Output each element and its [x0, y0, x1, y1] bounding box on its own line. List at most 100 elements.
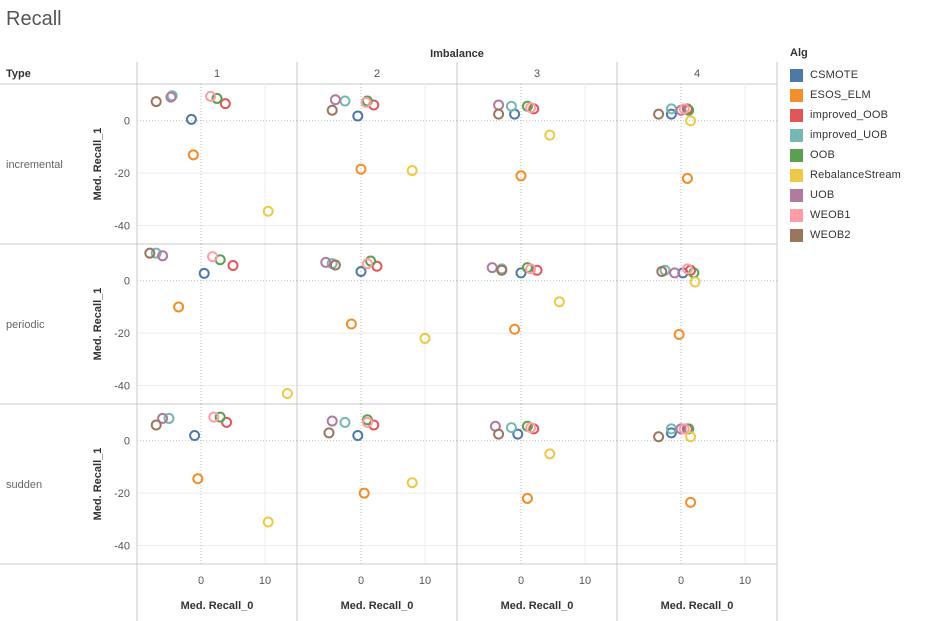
point-RebalanceStream-periodic-1	[281, 388, 293, 400]
point-WEOB2-periodic-3	[496, 264, 508, 276]
point-OOB-sudden-1	[214, 411, 226, 423]
point-improved_OOB-periodic-3	[531, 264, 543, 276]
point-UOB-incremental-2	[329, 94, 341, 106]
legend-label: improved_OOB	[810, 109, 889, 121]
x-axis-title: Med. Recall_0	[501, 600, 574, 612]
legend-swatch	[790, 108, 803, 122]
legend[interactable]: Alg CSMOTE ESOS_ELM improved_OOB improved_U…	[790, 47, 901, 245]
point-WEOB1-periodic-2	[361, 258, 373, 270]
x-tick-label: 0	[198, 575, 204, 587]
point-WEOB1-incremental-1	[205, 90, 217, 102]
legend-label: ESOS_ELM	[810, 89, 871, 101]
y-tick-label: 0	[124, 116, 130, 128]
point-UOB-sudden-4	[675, 423, 687, 435]
legend-item-WEOB1[interactable]: WEOB1	[790, 205, 901, 225]
point-WEOB2-sudden-2	[323, 427, 335, 439]
point-CSMOTE-sudden-2	[352, 429, 364, 441]
point-WEOB2-incremental-3	[493, 108, 505, 120]
y-axis-title: Med. Recall_1	[92, 128, 104, 201]
point-improved_UOB-incremental-1	[166, 90, 178, 102]
point-WEOB1-periodic-3	[525, 263, 537, 275]
legend-item-CSMOTE[interactable]: CSMOTE	[790, 65, 901, 85]
point-UOB-periodic-1	[157, 250, 169, 262]
point-OOB-incremental-1	[211, 92, 223, 104]
point-RebalanceStream-incremental-4	[685, 115, 697, 127]
legend-item-improved_OOB[interactable]: improved_OOB	[790, 105, 901, 125]
point-UOB-periodic-3	[486, 262, 498, 274]
y-tick-label: -40	[114, 221, 130, 233]
point-improved_OOB-periodic-1	[227, 260, 239, 272]
point-improved_UOB-sudden-1	[163, 412, 175, 424]
column-label-2: 2	[374, 68, 380, 80]
point-WEOB1-periodic-4	[681, 263, 693, 275]
y-tick-label: -20	[114, 328, 130, 340]
legend-label: WEOB1	[810, 209, 851, 221]
point-CSMOTE-periodic-1	[198, 267, 210, 279]
column-label-3: 3	[534, 68, 540, 80]
y-axis-title: Med. Recall_1	[92, 288, 104, 361]
point-ESOS_ELM-incremental-2	[355, 163, 367, 175]
point-WEOB1-sudden-1	[208, 411, 220, 423]
point-WEOB2-sudden-4	[653, 431, 665, 443]
point-ESOS_ELM-periodic-1	[173, 301, 185, 313]
row-label-periodic: periodic	[6, 319, 45, 331]
point-CSMOTE-incremental-4	[665, 108, 677, 120]
legend-item-ESOS_ELM[interactable]: ESOS_ELM	[790, 85, 901, 105]
point-ESOS_ELM-periodic-3	[509, 323, 521, 335]
point-improved_OOB-sudden-2	[368, 419, 380, 431]
point-OOB-incremental-2	[361, 95, 373, 107]
point-RebalanceStream-sudden-1	[262, 516, 274, 528]
point-UOB-incremental-3	[493, 99, 505, 111]
point-RebalanceStream-periodic-3	[553, 296, 565, 308]
legend-label: CSMOTE	[810, 69, 859, 81]
legend-swatch	[790, 88, 803, 102]
legend-item-RebalanceStream[interactable]: RebalanceStream	[790, 165, 901, 185]
point-UOB-incremental-1	[165, 91, 177, 103]
point-RebalanceStream-sudden-4	[685, 431, 697, 443]
chart-title: Recall	[6, 8, 62, 30]
legend-swatch	[790, 128, 803, 142]
legend-label: UOB	[810, 189, 835, 201]
legend-swatch	[790, 208, 803, 222]
point-RebalanceStream-periodic-2	[419, 332, 431, 344]
x-axis-title: Med. Recall_0	[661, 600, 734, 612]
point-WEOB1-incremental-4	[678, 103, 690, 115]
legend-item-OOB[interactable]: OOB	[790, 145, 901, 165]
point-RebalanceStream-periodic-4	[689, 276, 701, 288]
legend-item-improved_UOB[interactable]: improved_UOB	[790, 125, 901, 145]
point-improved_OOB-sudden-1	[221, 416, 233, 428]
point-ESOS_ELM-periodic-4	[673, 328, 685, 340]
point-RebalanceStream-sudden-2	[406, 477, 418, 489]
legend-title: Alg	[790, 47, 808, 59]
point-CSMOTE-periodic-2	[355, 266, 367, 278]
legend-label: improved_UOB	[810, 129, 888, 141]
point-WEOB2-incremental-1	[150, 96, 162, 108]
legend-swatch	[790, 168, 803, 182]
point-WEOB2-periodic-4	[656, 266, 668, 278]
point-WEOB2-periodic-1	[144, 247, 156, 259]
point-CSMOTE-sudden-1	[189, 429, 201, 441]
legend-label: RebalanceStream	[810, 169, 902, 181]
point-WEOB1-sudden-4	[678, 423, 690, 435]
point-ESOS_ELM-sudden-4	[685, 496, 697, 508]
x-tick-label: 0	[518, 575, 524, 587]
point-WEOB2-sudden-1	[150, 419, 162, 431]
point-CSMOTE-periodic-3	[515, 267, 527, 279]
legend-label: OOB	[810, 149, 836, 161]
row-label-incremental: incremental	[6, 159, 63, 171]
legend-item-WEOB2[interactable]: WEOB2	[790, 225, 901, 245]
legend-swatch	[790, 148, 803, 162]
point-WEOB1-sudden-3	[525, 422, 537, 434]
point-UOB-sudden-1	[157, 412, 169, 424]
legend-item-UOB[interactable]: UOB	[790, 185, 901, 205]
point-WEOB2-periodic-2	[329, 259, 341, 271]
point-ESOS_ELM-incremental-3	[515, 170, 527, 182]
y-tick-label: -20	[114, 488, 130, 500]
point-CSMOTE-incremental-2	[352, 110, 364, 122]
point-WEOB2-incremental-4	[653, 108, 665, 120]
point-CSMOTE-incremental-1	[185, 113, 197, 125]
x-tick-label: 10	[739, 575, 751, 587]
legend-swatch	[790, 228, 803, 242]
point-WEOB1-incremental-3	[525, 102, 537, 114]
